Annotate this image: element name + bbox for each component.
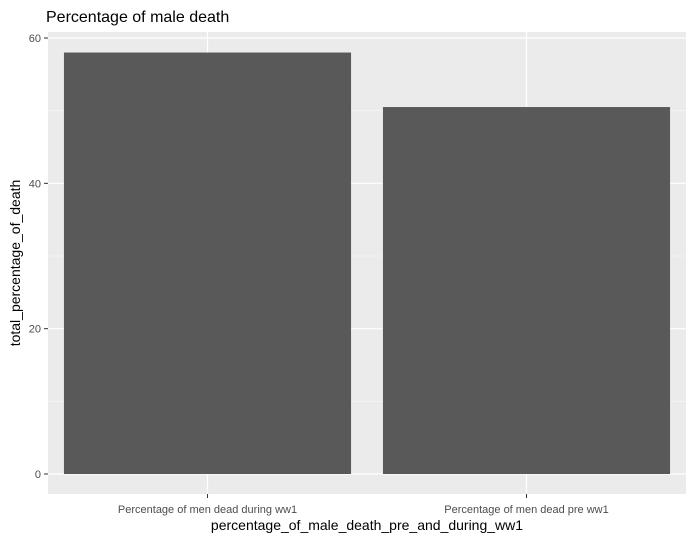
y-tick-label: 40 (29, 178, 41, 190)
bar (382, 107, 671, 475)
y-axis-title: total_percentage_of_death (7, 180, 23, 347)
x-axis-ticks: Percentage of men dead during ww1 Percent… (118, 494, 609, 516)
x-axis-title: percentage_of_male_death_pre_and_during_… (211, 517, 523, 533)
x-tick-label: Percentage of men dead during ww1 (118, 504, 297, 516)
y-tick-label: 0 (35, 469, 41, 481)
bars (63, 52, 671, 475)
y-tick-label: 60 (29, 33, 41, 45)
x-tick-label: Percentage of men dead pre ww1 (444, 504, 609, 516)
bar (63, 52, 352, 475)
chart-title: Percentage of male death (46, 9, 229, 26)
y-axis-ticks: 0 20 40 60 (29, 33, 48, 481)
y-tick-label: 20 (29, 324, 41, 336)
